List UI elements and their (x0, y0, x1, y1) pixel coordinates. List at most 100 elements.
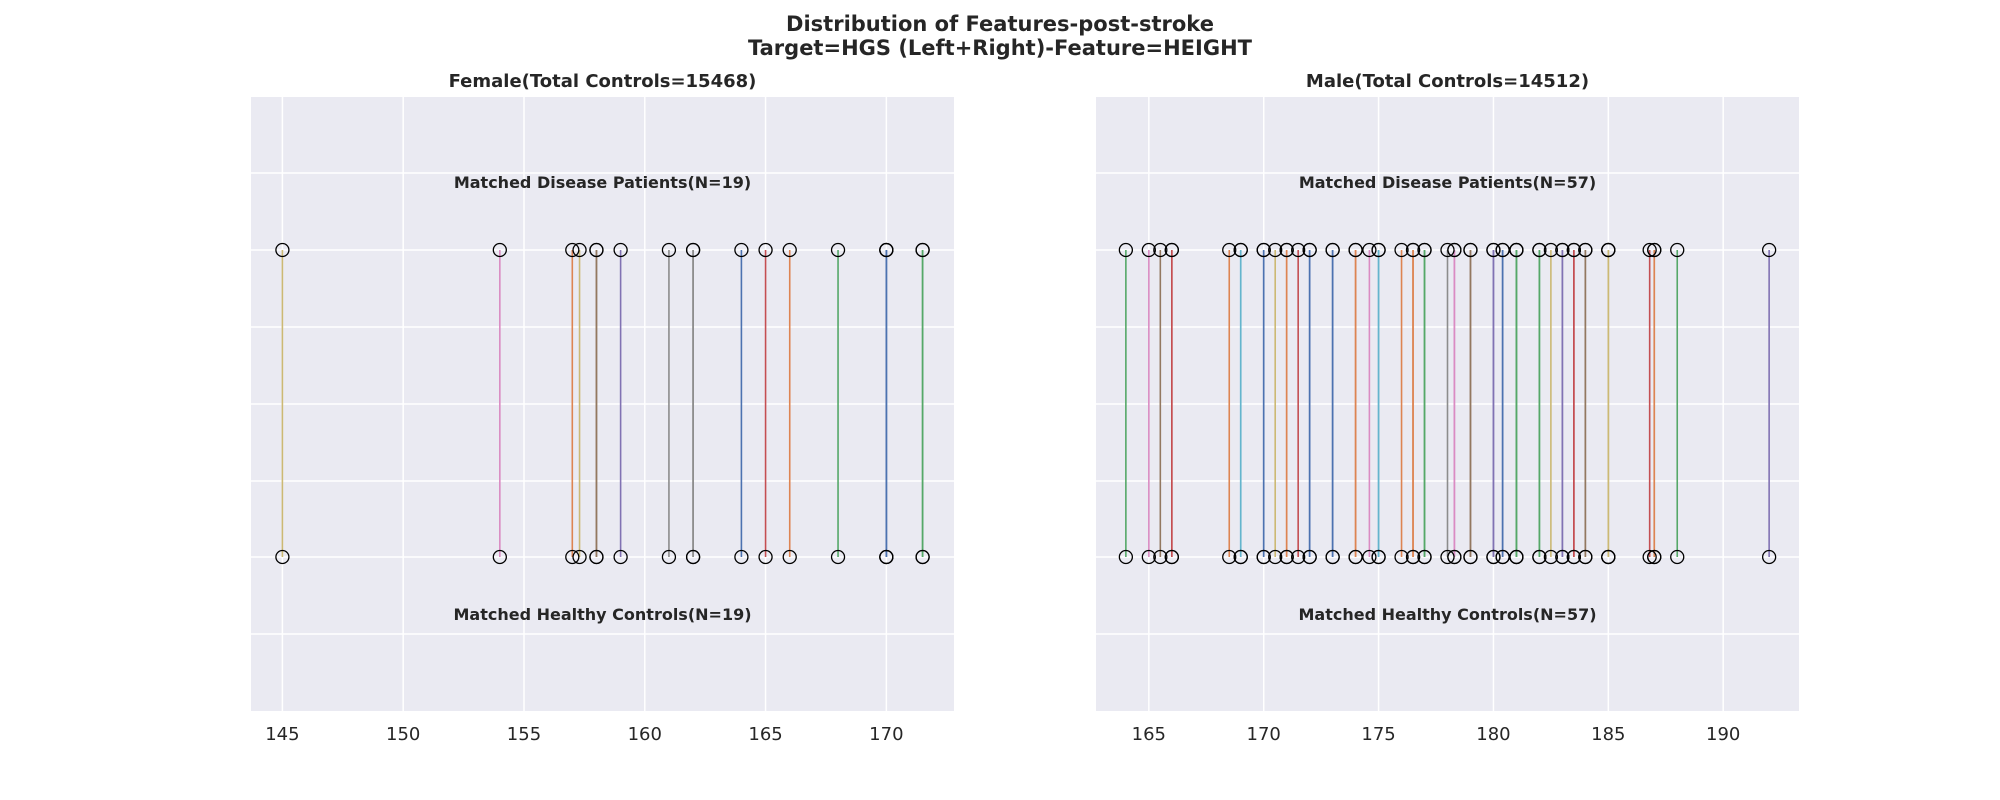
male-control-point (1647, 549, 1662, 565)
male-upper-label: Matched Disease Patients(N=57) (1299, 173, 1596, 192)
male-control-point (1371, 549, 1386, 565)
male-control-point (1486, 549, 1501, 565)
female-control-point (734, 549, 749, 565)
male-control-point (1463, 549, 1478, 565)
female-control-point (565, 549, 580, 565)
male-control-point (1670, 549, 1685, 565)
male-control-point (1495, 549, 1510, 565)
male-patient-point (1279, 242, 1294, 258)
male-patient-point (1371, 242, 1386, 258)
male-x-tick-label: 175 (1361, 724, 1395, 745)
female-control-point (661, 549, 677, 565)
male-control-point (1153, 549, 1168, 565)
male-patient-point (1348, 242, 1363, 258)
female-patient-point (661, 242, 677, 258)
male-control-point (1405, 549, 1421, 565)
male-patient-point (1601, 242, 1616, 258)
female-patient-point (830, 242, 846, 258)
male-x-tick-label: 190 (1706, 724, 1740, 745)
male-patient-point (1405, 242, 1421, 258)
male-control-point (1233, 549, 1248, 565)
female-patient-point (782, 242, 797, 258)
male-control-point (1141, 549, 1156, 565)
male-control-point (1440, 549, 1455, 565)
female-title: Female(Total Controls=15468) (449, 71, 757, 92)
female-x-tick-label: 145 (265, 724, 299, 745)
male-x-ticks: 165 170 175 180 185 190 (1132, 724, 1741, 745)
female-control-point (685, 549, 701, 565)
male-patient-point (1566, 242, 1582, 258)
female-control-point (275, 549, 290, 565)
male-control-point (1642, 549, 1657, 565)
female-patient-point (879, 242, 894, 258)
male-control-point (1268, 549, 1283, 565)
male-patient-point (1440, 242, 1455, 258)
male-patient-point (1555, 242, 1570, 258)
male-control-point (1222, 549, 1237, 565)
male-control-point (1532, 549, 1547, 565)
male-patient-point (1164, 242, 1179, 258)
male-x-tick-label: 185 (1591, 724, 1625, 745)
male-patient-point (1291, 242, 1306, 258)
male-x-tick-label: 180 (1476, 724, 1510, 745)
male-control-point (1302, 549, 1317, 565)
male-control-point (1256, 549, 1271, 565)
male-patient-point (1532, 242, 1547, 258)
male-patient-point (1463, 242, 1478, 258)
female-patient-point (492, 242, 507, 258)
male-control-point (1394, 549, 1409, 565)
female-panel: 145 150 155 160 165 170 Female(Total Controls… (251, 71, 954, 745)
female-control-point (830, 549, 846, 565)
male-control-point (1509, 549, 1524, 565)
male-patient-point (1417, 242, 1432, 258)
female-control-point (782, 549, 797, 565)
figure-title-line2: Target=HGS (Left+Right)-Feature=HEIGHT (748, 36, 1253, 60)
male-patient-point (1233, 242, 1248, 258)
male-control-point (1578, 549, 1593, 565)
male-control-point (1566, 549, 1582, 565)
female-x-tick-label: 170 (869, 724, 903, 745)
male-control-point (1417, 549, 1432, 565)
male-patient-point (1222, 242, 1237, 258)
male-control-point (1447, 549, 1462, 565)
male-patient-point (1394, 242, 1409, 258)
male-patient-point (1509, 242, 1524, 258)
male-patient-point (1486, 242, 1501, 258)
female-x-ticks: 145 150 155 160 165 170 (265, 724, 903, 745)
male-patient-point (1256, 242, 1271, 258)
female-control-point (492, 549, 507, 565)
female-lower-label: Matched Healthy Controls(N=19) (453, 605, 751, 624)
female-patient-point (572, 242, 587, 258)
female-patient-point (915, 242, 930, 258)
male-patient-point (1642, 242, 1657, 258)
male-title: Male(Total Controls=14512) (1306, 71, 1589, 92)
female-patient-point (685, 242, 701, 258)
male-patient-point (1302, 242, 1317, 258)
male-control-point (1118, 549, 1134, 565)
male-patient-point (1118, 242, 1134, 258)
female-control-point (589, 549, 604, 565)
male-patient-point (1578, 242, 1593, 258)
male-control-point (1348, 549, 1363, 565)
male-patient-point (1362, 242, 1377, 258)
female-upper-label: Matched Disease Patients(N=19) (454, 173, 751, 192)
male-patient-point (1447, 242, 1462, 258)
female-control-point (915, 549, 930, 565)
female-x-tick-label: 155 (507, 724, 541, 745)
male-control-point (1543, 549, 1559, 565)
male-patient-point (1670, 242, 1685, 258)
male-patient-point (1268, 242, 1283, 258)
female-control-point (613, 549, 628, 565)
female-x-tick-label: 160 (628, 724, 662, 745)
female-x-tick-label: 165 (748, 724, 782, 745)
male-control-point (1291, 549, 1306, 565)
female-marks (275, 242, 930, 565)
female-patient-point (758, 242, 773, 258)
female-patient-point (589, 242, 604, 258)
male-x-tick-label: 170 (1247, 724, 1281, 745)
male-patient-point (1495, 242, 1510, 258)
male-control-point (1601, 549, 1616, 565)
male-control-point (1362, 549, 1377, 565)
male-control-point (1761, 549, 1777, 565)
